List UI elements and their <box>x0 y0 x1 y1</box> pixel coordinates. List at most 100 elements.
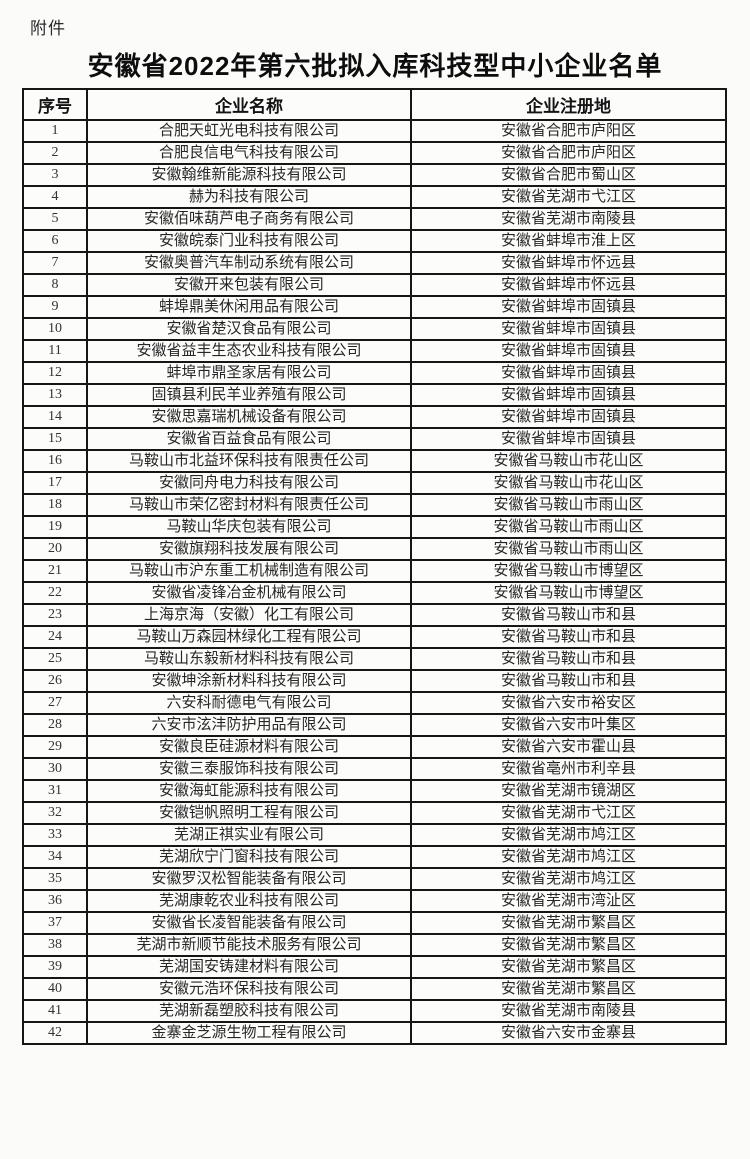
table-row: 16 马鞍山市北益环保科技有限责任公司 安徽省马鞍山市花山区 <box>22 449 727 473</box>
cell-serial-number: 21 <box>22 559 88 583</box>
cell-registration-location: 安徽省芜湖市繁昌区 <box>410 911 727 935</box>
table-row: 20 安徽旗翔科技发展有限公司 安徽省马鞍山市雨山区 <box>22 537 727 561</box>
table-row: 21 马鞍山市沪东重工机械制造有限公司 安徽省马鞍山市博望区 <box>22 559 727 583</box>
cell-registration-location: 安徽省蚌埠市淮上区 <box>410 229 727 253</box>
cell-registration-location: 安徽省马鞍山市和县 <box>410 625 727 649</box>
cell-serial-number: 30 <box>22 757 88 781</box>
cell-serial-number: 34 <box>22 845 88 869</box>
cell-serial-number: 41 <box>22 999 88 1023</box>
cell-registration-location: 安徽省芜湖市南陵县 <box>410 999 727 1023</box>
cell-serial-number: 22 <box>22 581 88 605</box>
cell-registration-location: 安徽省六安市金寨县 <box>410 1021 727 1045</box>
cell-serial-number: 19 <box>22 515 88 539</box>
cell-serial-number: 7 <box>22 251 88 275</box>
cell-registration-location: 安徽省合肥市蜀山区 <box>410 163 727 187</box>
cell-serial-number: 39 <box>22 955 88 979</box>
table-row: 1 合肥天虹光电科技有限公司 安徽省合肥市庐阳区 <box>22 119 727 143</box>
table-row: 12 蚌埠市鼎圣家居有限公司 安徽省蚌埠市固镇县 <box>22 361 727 385</box>
cell-company-name: 金寨金芝源生物工程有限公司 <box>86 1021 412 1045</box>
cell-serial-number: 1 <box>22 119 88 143</box>
cell-serial-number: 24 <box>22 625 88 649</box>
cell-company-name: 安徽省长凌智能装备有限公司 <box>86 911 412 935</box>
cell-serial-number: 18 <box>22 493 88 517</box>
cell-company-name: 安徽佰味葫芦电子商务有限公司 <box>86 207 412 231</box>
cell-company-name: 芜湖正祺实业有限公司 <box>86 823 412 847</box>
cell-registration-location: 安徽省六安市霍山县 <box>410 735 727 759</box>
cell-serial-number: 3 <box>22 163 88 187</box>
cell-serial-number: 14 <box>22 405 88 429</box>
cell-company-name: 芜湖国安铸建材料有限公司 <box>86 955 412 979</box>
table-row: 8 安徽开来包装有限公司 安徽省蚌埠市怀远县 <box>22 273 727 297</box>
cell-company-name: 安徽旗翔科技发展有限公司 <box>86 537 412 561</box>
cell-serial-number: 10 <box>22 317 88 341</box>
cell-registration-location: 安徽省马鞍山市博望区 <box>410 581 727 605</box>
cell-registration-location: 安徽省马鞍山市雨山区 <box>410 493 727 517</box>
cell-registration-location: 安徽省蚌埠市固镇县 <box>410 295 727 319</box>
cell-company-name: 蚌埠市鼎圣家居有限公司 <box>86 361 412 385</box>
table-row: 35 安徽罗汉松智能装备有限公司 安徽省芜湖市鸠江区 <box>22 867 727 891</box>
table-body: 1 合肥天虹光电科技有限公司 安徽省合肥市庐阳区 2 合肥良信电气科技有限公司 … <box>22 119 727 1045</box>
cell-serial-number: 38 <box>22 933 88 957</box>
cell-company-name: 安徽省百益食品有限公司 <box>86 427 412 451</box>
table-row: 15 安徽省百益食品有限公司 安徽省蚌埠市固镇县 <box>22 427 727 451</box>
cell-serial-number: 4 <box>22 185 88 209</box>
table-row: 24 马鞍山万森园林绿化工程有限公司 安徽省马鞍山市和县 <box>22 625 727 649</box>
header-row: 序号 企业名称 企业注册地 <box>22 88 727 121</box>
cell-registration-location: 安徽省蚌埠市固镇县 <box>410 317 727 341</box>
table-row: 9 蚌埠鼎美休闲用品有限公司 安徽省蚌埠市固镇县 <box>22 295 727 319</box>
cell-registration-location: 安徽省蚌埠市固镇县 <box>410 427 727 451</box>
cell-company-name: 赫为科技有限公司 <box>86 185 412 209</box>
cell-company-name: 蚌埠鼎美休闲用品有限公司 <box>86 295 412 319</box>
attachment-label: 附件 <box>30 19 66 38</box>
cell-serial-number: 32 <box>22 801 88 825</box>
table-row: 6 安徽皖泰门业科技有限公司 安徽省蚌埠市淮上区 <box>22 229 727 253</box>
cell-serial-number: 11 <box>22 339 88 363</box>
cell-registration-location: 安徽省芜湖市繁昌区 <box>410 933 727 957</box>
cell-registration-location: 安徽省马鞍山市雨山区 <box>410 537 727 561</box>
table-row: 22 安徽省凌锋冶金机械有限公司 安徽省马鞍山市博望区 <box>22 581 727 605</box>
cell-company-name: 安徽罗汉松智能装备有限公司 <box>86 867 412 891</box>
table-row: 27 六安科耐德电气有限公司 安徽省六安市裕安区 <box>22 691 727 715</box>
table-row: 42 金寨金芝源生物工程有限公司 安徽省六安市金寨县 <box>22 1021 727 1045</box>
cell-company-name: 安徽皖泰门业科技有限公司 <box>86 229 412 253</box>
cell-company-name: 马鞍山万森园林绿化工程有限公司 <box>86 625 412 649</box>
cell-serial-number: 27 <box>22 691 88 715</box>
cell-serial-number: 42 <box>22 1021 88 1045</box>
table-row: 17 安徽同舟电力科技有限公司 安徽省马鞍山市花山区 <box>22 471 727 495</box>
cell-registration-location: 安徽省蚌埠市怀远县 <box>410 273 727 297</box>
cell-company-name: 安徽铠帆照明工程有限公司 <box>86 801 412 825</box>
table-row: 7 安徽奥普汽车制动系统有限公司 安徽省蚌埠市怀远县 <box>22 251 727 275</box>
cell-registration-location: 安徽省蚌埠市固镇县 <box>410 339 727 363</box>
table-row: 3 安徽翰维新能源科技有限公司 安徽省合肥市蜀山区 <box>22 163 727 187</box>
cell-company-name: 安徽翰维新能源科技有限公司 <box>86 163 412 187</box>
header-registration-location: 企业注册地 <box>410 88 727 121</box>
table-row: 19 马鞍山华庆包装有限公司 安徽省马鞍山市雨山区 <box>22 515 727 539</box>
table-row: 30 安徽三泰服饰科技有限公司 安徽省亳州市利辛县 <box>22 757 727 781</box>
cell-registration-location: 安徽省芜湖市弋江区 <box>410 801 727 825</box>
cell-company-name: 马鞍山市北益环保科技有限责任公司 <box>86 449 412 473</box>
table-row: 23 上海京海（安徽）化工有限公司 安徽省马鞍山市和县 <box>22 603 727 627</box>
table-head: 序号 企业名称 企业注册地 <box>22 88 727 121</box>
cell-company-name: 安徽良臣硅源材料有限公司 <box>86 735 412 759</box>
cell-company-name: 安徽思嘉瑞机械设备有限公司 <box>86 405 412 429</box>
page-title: 安徽省2022年第六批拟入库科技型中小企业名单 <box>87 51 663 81</box>
cell-registration-location: 安徽省芜湖市繁昌区 <box>410 955 727 979</box>
cell-serial-number: 40 <box>22 977 88 1001</box>
cell-serial-number: 28 <box>22 713 88 737</box>
cell-registration-location: 安徽省马鞍山市博望区 <box>410 559 727 583</box>
table-row: 18 马鞍山市荣亿密封材料有限责任公司 安徽省马鞍山市雨山区 <box>22 493 727 517</box>
table-row: 40 安徽元浩环保科技有限公司 安徽省芜湖市繁昌区 <box>22 977 727 1001</box>
cell-serial-number: 16 <box>22 449 88 473</box>
cell-company-name: 马鞍山华庆包装有限公司 <box>86 515 412 539</box>
cell-registration-location: 安徽省马鞍山市和县 <box>410 647 727 671</box>
table-row: 32 安徽铠帆照明工程有限公司 安徽省芜湖市弋江区 <box>22 801 727 825</box>
cell-company-name: 安徽三泰服饰科技有限公司 <box>86 757 412 781</box>
cell-company-name: 安徽省益丰生态农业科技有限公司 <box>86 339 412 363</box>
table-row: 11 安徽省益丰生态农业科技有限公司 安徽省蚌埠市固镇县 <box>22 339 727 363</box>
cell-serial-number: 35 <box>22 867 88 891</box>
table-row: 38 芜湖市新顺节能技术服务有限公司 安徽省芜湖市繁昌区 <box>22 933 727 957</box>
cell-serial-number: 33 <box>22 823 88 847</box>
cell-registration-location: 安徽省六安市裕安区 <box>410 691 727 715</box>
company-table: 序号 企业名称 企业注册地 1 合肥天虹光电科技有限公司 安徽省合肥市庐阳区 2… <box>22 88 727 1045</box>
